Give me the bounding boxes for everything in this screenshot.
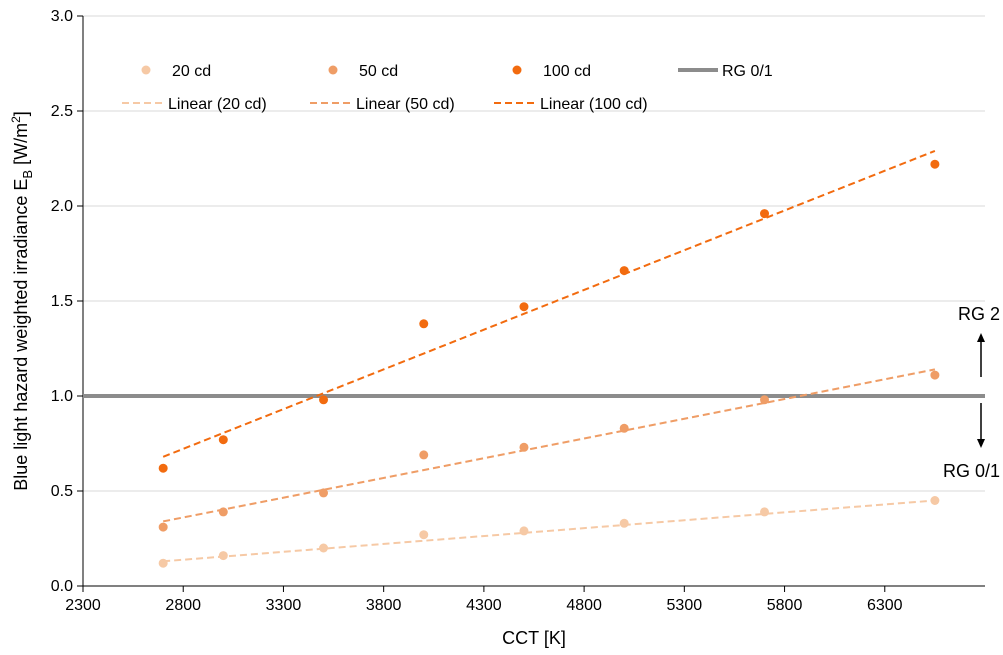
data-point-series-1-5 xyxy=(619,423,629,433)
data-point-series-0-5 xyxy=(619,518,629,528)
x-tick-label: 2300 xyxy=(65,597,101,614)
data-point-series-0-0 xyxy=(158,558,168,568)
annotation-down-arrow-head xyxy=(977,439,985,448)
legend-label-trend-2: Linear (100 cd) xyxy=(540,96,648,113)
y-tick-label: 0.0 xyxy=(51,578,73,595)
x-tick-label: 3800 xyxy=(366,597,402,614)
x-tick-label: 6300 xyxy=(867,597,903,614)
data-point-series-0-6 xyxy=(760,507,770,517)
data-point-series-1-2 xyxy=(319,488,329,498)
legend-label-series-2: 100 cd xyxy=(543,63,591,80)
legend-marker-series-0 xyxy=(141,65,151,75)
y-tick-label: 0.5 xyxy=(51,483,73,500)
data-point-series-1-7 xyxy=(930,370,940,380)
data-point-series-0-1 xyxy=(218,551,228,561)
y-tick-label: 2.5 xyxy=(51,103,73,120)
legend-label-trend-1: Linear (50 cd) xyxy=(356,96,455,113)
data-point-series-2-6 xyxy=(760,209,770,219)
data-point-series-2-7 xyxy=(930,159,940,169)
data-point-series-2-2 xyxy=(319,395,329,405)
data-point-series-2-3 xyxy=(419,319,429,329)
data-point-series-2-4 xyxy=(519,302,529,312)
x-tick-label: 4800 xyxy=(566,597,602,614)
y-tick-label: 1.0 xyxy=(51,388,73,405)
annotation-up-arrow-head xyxy=(977,333,985,342)
legend-label-reference: RG 0/1 xyxy=(722,63,773,80)
y-tick-label: 3.0 xyxy=(51,8,73,25)
data-point-series-0-2 xyxy=(319,543,329,553)
trendline-series-0 xyxy=(163,499,935,563)
trendline-series-1 xyxy=(162,368,936,523)
y-tick-label: 1.5 xyxy=(51,293,73,310)
x-tick-label: 5300 xyxy=(667,597,703,614)
legend-label-series-1: 50 cd xyxy=(359,63,398,80)
data-point-series-2-0 xyxy=(158,463,168,473)
x-axis-title: CCT [K] xyxy=(502,628,566,648)
x-tick-label: 3300 xyxy=(266,597,302,614)
x-tick-label: 2800 xyxy=(165,597,201,614)
data-point-series-1-1 xyxy=(218,507,228,517)
y-tick-label: 2.0 xyxy=(51,198,73,215)
legend-marker-series-1 xyxy=(328,65,338,75)
data-point-series-1-6 xyxy=(760,395,770,405)
trendline-series-2 xyxy=(162,149,936,458)
x-tick-label: 4300 xyxy=(466,597,502,614)
annotation-rg01-label: RG 0/1 xyxy=(943,461,1000,481)
legend-label-series-0: 20 cd xyxy=(172,63,211,80)
legend-marker-series-2 xyxy=(512,65,522,75)
legend-label-trend-0: Linear (20 cd) xyxy=(168,96,267,113)
data-point-series-2-5 xyxy=(619,266,629,276)
annotation-rg2-label: RG 2 xyxy=(958,304,1000,324)
data-point-series-2-1 xyxy=(218,435,228,445)
data-point-series-1-3 xyxy=(419,450,429,460)
data-point-series-1-4 xyxy=(519,442,529,452)
x-tick-label: 5800 xyxy=(767,597,803,614)
y-axis-title: Blue light hazard weighted irradiance EB… xyxy=(9,111,35,491)
data-point-series-0-4 xyxy=(519,526,529,536)
data-point-series-0-3 xyxy=(419,530,429,540)
data-point-series-1-0 xyxy=(158,522,168,532)
data-point-series-0-7 xyxy=(930,496,940,505)
